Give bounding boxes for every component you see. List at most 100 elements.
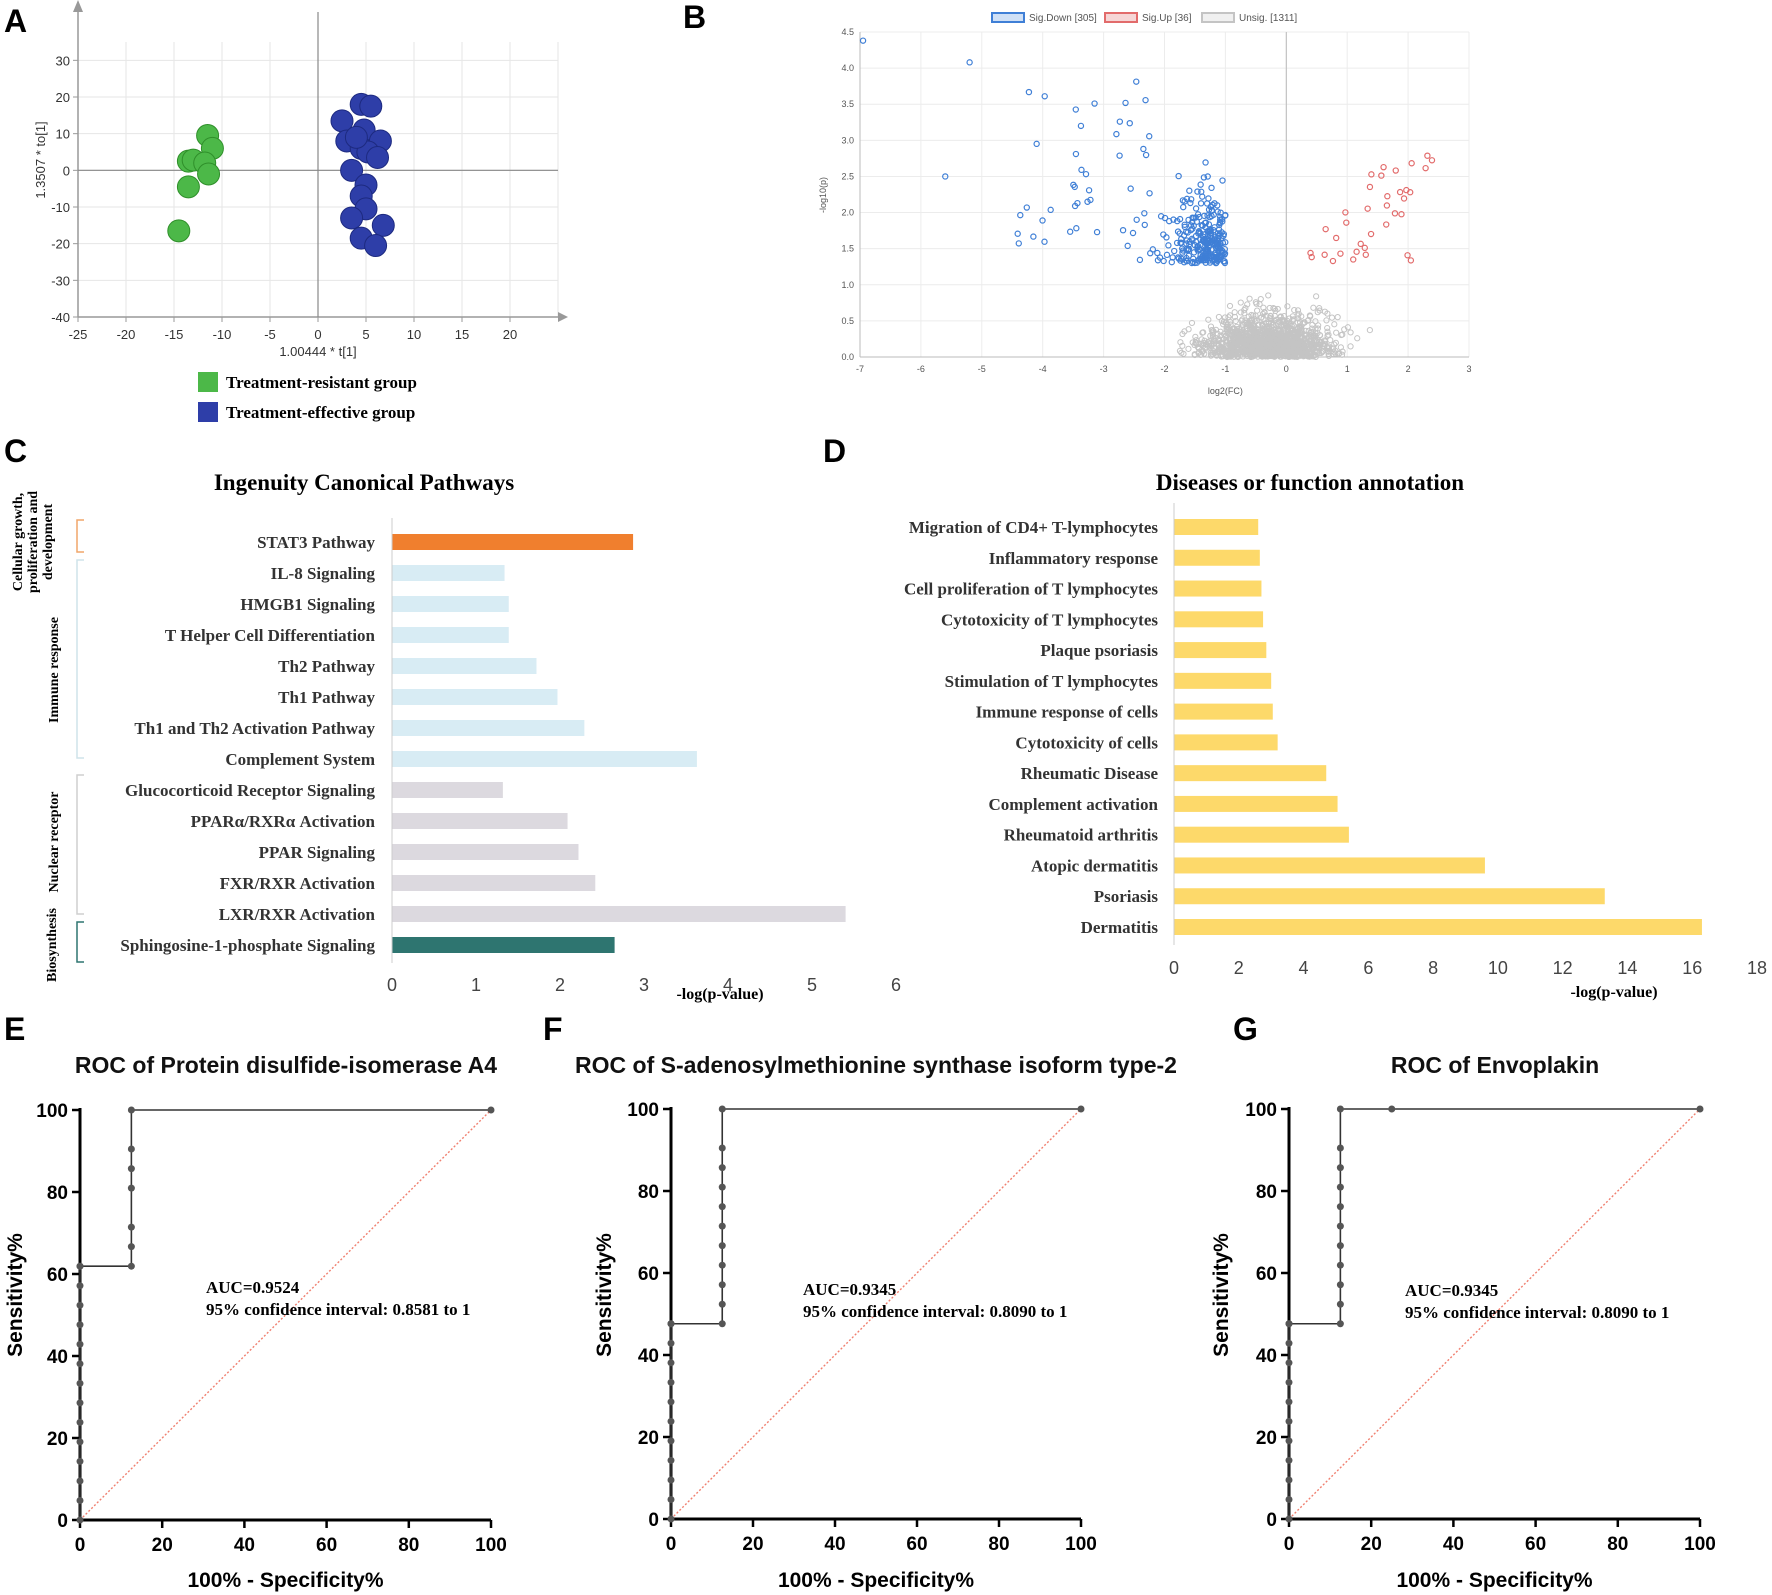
volcano-point-down (1193, 218, 1201, 225)
category-label: Migration of CD4+ T-lymphocytes (909, 518, 1158, 537)
bar (392, 689, 558, 705)
volcano-point-up (1307, 249, 1314, 257)
scatter-point (364, 234, 388, 257)
roc-point (667, 1378, 675, 1386)
volcano-point-unsig (1198, 351, 1205, 358)
volcano-point-up (1428, 157, 1436, 164)
y-tick-label: 0 (57, 1511, 68, 1532)
volcano-point-unsig (1339, 331, 1346, 338)
bar (1174, 919, 1702, 935)
x-tick-label: 100 (475, 1535, 507, 1556)
volcano-point-unsig (1256, 328, 1263, 336)
volcano-point-down (1213, 253, 1220, 261)
roc-point (1285, 1398, 1293, 1406)
group-label: Nuclear receptor (47, 792, 62, 893)
volcano-point-down (1197, 230, 1204, 237)
volcano-point-down (1017, 211, 1024, 219)
legend-swatch (1201, 12, 1235, 23)
scatter-point (344, 125, 368, 149)
volcano-point-down (1215, 234, 1222, 242)
auc-label: AUC=0.9345 (1405, 1281, 1498, 1300)
volcano-point-unsig (1307, 329, 1314, 337)
x-tick-label: 0 (1284, 1534, 1295, 1555)
x-tick-label: 40 (234, 1535, 255, 1556)
volcano-point-unsig (1254, 307, 1261, 314)
volcano-point-down (1165, 242, 1172, 249)
x-tick-label: 5 (362, 327, 369, 342)
chart-title: ROC of Protein disulfide-isomerase A4 (75, 1052, 497, 1078)
volcano-point-unsig (1231, 313, 1238, 321)
volcano-point-down (1199, 222, 1206, 229)
bar (1174, 857, 1485, 874)
volcano-point-unsig (1325, 345, 1333, 352)
y-tick-label: 30 (56, 53, 70, 68)
volcano-point-down (1073, 225, 1080, 232)
volcano-point-down (1220, 258, 1227, 265)
volcano-point-unsig (1344, 324, 1352, 331)
volcano-point-unsig (1354, 335, 1361, 342)
panel-b: -7 -6 -5 -4 -3 -2 -1 0 1 2 3 0.0 0.5 1.0 1.5 2.0 2.5 3.0 3… (818, 12, 1472, 396)
roc-point (718, 1203, 726, 1211)
x-axis-label: 1.00444 * t[1] (279, 344, 356, 359)
x-tick-label: 18 (1747, 958, 1767, 978)
volcano-point-unsig (1248, 334, 1256, 341)
volcano-point-down (1124, 242, 1131, 250)
volcano-point-unsig (1279, 352, 1286, 359)
y-tick-label: -30 (51, 273, 70, 288)
volcano-point-unsig (1324, 332, 1331, 339)
roc-point (667, 1495, 675, 1503)
y-tick-label: 0.0 (841, 352, 854, 362)
volcano-point-unsig (1267, 330, 1274, 338)
volcano-point-unsig (1209, 351, 1216, 358)
volcano-point-unsig (1291, 307, 1298, 314)
group-label: proliferation and (26, 491, 41, 593)
volcano-point-unsig (1257, 337, 1265, 344)
y-tick-label: 80 (638, 1182, 659, 1203)
y-tick-label: 100 (36, 1101, 68, 1122)
volcano-point-down (1133, 216, 1140, 223)
volcano-point-down (1194, 247, 1201, 254)
volcano-point-down (1113, 130, 1120, 138)
volcano-point-down (1136, 256, 1144, 264)
x-tick-label: 15 (455, 327, 469, 342)
x-tick-label: 4 (723, 975, 733, 995)
volcano-point-unsig (1290, 316, 1297, 323)
volcano-point-down (1182, 257, 1190, 264)
volcano-point-unsig (1223, 338, 1231, 345)
group-label: development (41, 504, 56, 581)
volcano-point-down (1154, 249, 1161, 257)
x-axis-label: log2(FC) (1208, 386, 1243, 396)
roc-point (127, 1223, 135, 1231)
bar (1174, 826, 1349, 843)
bar (392, 596, 509, 612)
volcano-point-unsig (1325, 348, 1332, 355)
bar (1174, 642, 1267, 659)
y-tick-label: 20 (56, 90, 70, 105)
scatter-point (197, 162, 221, 186)
volcano-point-unsig (1325, 331, 1332, 338)
group-bracket (76, 921, 84, 963)
volcano-point-down (1208, 207, 1215, 215)
x-tick-label: 60 (1525, 1534, 1546, 1555)
roc-point (667, 1398, 675, 1406)
panel-letter-b: B (683, 0, 706, 35)
y-tick-label: 60 (47, 1265, 68, 1286)
y-tick-label: 1.0 (841, 280, 854, 290)
volcano-point-down (1216, 230, 1223, 238)
roc-point (718, 1261, 726, 1269)
x-tick-label: 10 (1488, 958, 1508, 978)
x-tick-label: 40 (1443, 1534, 1464, 1555)
y-axis-label: Sensitivity% (593, 1233, 616, 1357)
volcano-point-unsig (1321, 338, 1329, 345)
volcano-point-up (1398, 211, 1405, 218)
bar (392, 565, 505, 581)
legend-swatch (198, 372, 218, 392)
roc-point (667, 1456, 675, 1464)
y-tick-label: 20 (638, 1428, 659, 1449)
volcano-point-unsig (1332, 350, 1339, 357)
group-label: Biosynthesis (45, 907, 60, 981)
y-tick-label: 2.5 (841, 171, 854, 181)
x-tick-label: 3 (639, 975, 649, 995)
volcano-point-down (1204, 251, 1212, 258)
volcano-point-unsig (1226, 302, 1234, 310)
